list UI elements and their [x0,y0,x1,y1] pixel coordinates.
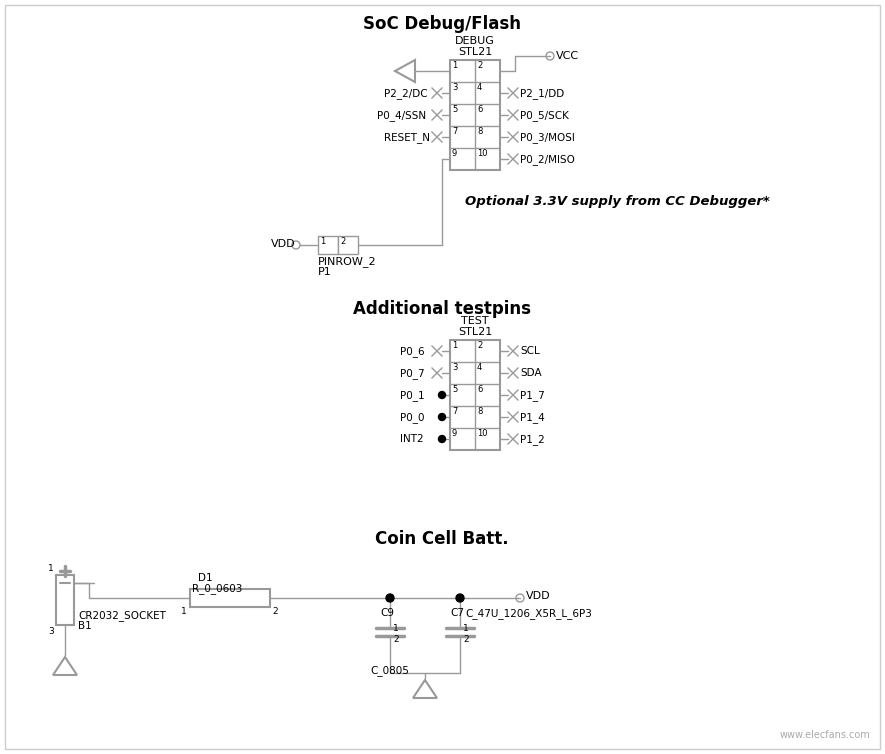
Text: PINROW_2: PINROW_2 [318,256,377,267]
Text: 5: 5 [452,105,458,114]
Text: 1: 1 [393,624,399,633]
Text: www.elecfans.com: www.elecfans.com [780,730,870,740]
Text: STL21: STL21 [458,47,492,57]
Text: P0_5/SCK: P0_5/SCK [520,110,569,121]
Text: 1: 1 [320,237,326,246]
Text: SCL: SCL [520,346,540,356]
Text: Coin Cell Batt.: Coin Cell Batt. [375,530,509,548]
Text: CR2032_SOCKET: CR2032_SOCKET [78,610,165,621]
Bar [190,589,270,607]
Text: P1_7: P1_7 [520,390,545,401]
Circle shape [438,391,445,399]
Text: 7: 7 [452,407,458,416]
Text: 9: 9 [452,429,458,438]
Text: SDA: SDA [520,368,542,378]
Text: C_47U_1206_X5R_L_6P3: C_47U_1206_X5R_L_6P3 [465,608,592,619]
Text: B1: B1 [78,621,92,631]
Text: 7: 7 [452,127,458,136]
Text: 3: 3 [452,363,458,372]
Polygon shape [413,680,437,698]
Text: VDD: VDD [526,591,550,601]
Circle shape [438,413,445,421]
Text: P1: P1 [318,267,332,277]
Text: P0_7: P0_7 [400,368,425,379]
Polygon shape [395,60,415,82]
Text: P1_4: P1_4 [520,412,545,423]
Circle shape [438,436,445,443]
Text: P0_4/SSN: P0_4/SSN [377,110,426,121]
Text: 1: 1 [49,564,54,573]
Text: 6: 6 [477,385,482,394]
Text: 9: 9 [452,149,458,158]
Text: D1: D1 [198,573,212,583]
Text: 5: 5 [452,385,458,394]
Text: TEST: TEST [461,316,489,326]
Bar [318,236,338,254]
Text: 1: 1 [181,607,187,616]
Text: P0_2/MISO: P0_2/MISO [520,154,575,165]
Text: 10: 10 [477,149,488,158]
Bar [450,60,500,170]
Text: 1: 1 [463,624,469,633]
Circle shape [456,594,464,602]
Circle shape [386,594,394,602]
Text: P0_1: P0_1 [400,390,425,401]
Text: 2: 2 [477,61,482,70]
Text: DEBUG: DEBUG [455,36,495,46]
Text: P0_0: P0_0 [400,412,425,423]
Text: P2_1/DD: P2_1/DD [520,88,565,99]
Bar [56,575,74,625]
Text: INT2: INT2 [400,434,424,444]
Text: 4: 4 [477,363,482,372]
Text: STL21: STL21 [458,327,492,337]
Text: 2: 2 [477,341,482,350]
Text: 1: 1 [452,61,458,70]
Text: 3: 3 [49,627,54,636]
Polygon shape [53,657,77,675]
Text: C_0805: C_0805 [370,665,409,676]
Text: 3: 3 [452,83,458,92]
Text: R_0_0603: R_0_0603 [192,583,242,594]
Text: 2: 2 [463,635,469,644]
Text: 10: 10 [477,429,488,438]
Text: 8: 8 [477,407,482,416]
Text: 8: 8 [477,127,482,136]
Text: VCC: VCC [556,51,579,61]
Text: RESET_N: RESET_N [384,132,430,143]
Text: C7: C7 [450,608,464,618]
Text: P1_2: P1_2 [520,434,545,445]
Bar [338,236,358,254]
Bar [450,340,500,450]
Text: 2: 2 [272,607,278,616]
Text: 4: 4 [477,83,482,92]
Text: 2: 2 [340,237,345,246]
Text: 2: 2 [393,635,398,644]
Text: 1: 1 [452,341,458,350]
Text: Optional 3.3V supply from CC Debugger*: Optional 3.3V supply from CC Debugger* [465,195,770,208]
Text: P0_6: P0_6 [400,346,425,357]
Text: P2_2/DC: P2_2/DC [384,88,427,99]
Text: VDD: VDD [271,239,296,249]
Text: SoC Debug/Flash: SoC Debug/Flash [363,15,521,33]
Text: Additional testpins: Additional testpins [353,300,531,318]
Text: P0_3/MOSI: P0_3/MOSI [520,132,575,143]
Text: C9: C9 [380,608,394,618]
Text: 6: 6 [477,105,482,114]
